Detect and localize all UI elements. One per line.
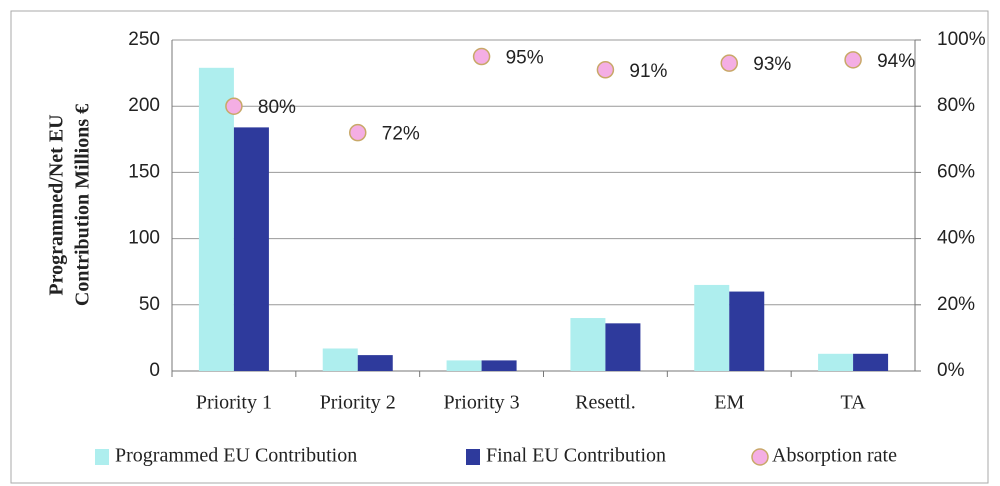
bar xyxy=(818,353,854,371)
x-tick-label: EM xyxy=(714,392,744,414)
x-tick-label: Priority 2 xyxy=(320,392,396,414)
bar xyxy=(233,127,269,371)
absorption-dot xyxy=(349,123,367,142)
chart-frame xyxy=(10,10,989,484)
data-label: 95% xyxy=(506,48,544,69)
x-tick-label: Priority 3 xyxy=(444,392,520,414)
legend-label: Programmed EU Contribution xyxy=(115,445,357,467)
legend-label: Absorption rate xyxy=(772,445,897,467)
absorption-dot xyxy=(844,51,862,69)
bar xyxy=(570,318,606,371)
y-tick-label: 100 xyxy=(128,228,160,249)
bar xyxy=(605,323,641,371)
y2-tick-label: 40% xyxy=(937,228,975,249)
legend-marker xyxy=(751,448,769,466)
data-label: 80% xyxy=(258,97,296,118)
data-label: 91% xyxy=(629,61,667,82)
absorption-dot xyxy=(225,97,243,115)
bar xyxy=(481,360,517,371)
y2-tick-label: 20% xyxy=(937,294,975,315)
bar xyxy=(357,355,393,371)
y-tick-label: 200 xyxy=(128,95,160,116)
absorption-dot xyxy=(596,61,615,79)
bar xyxy=(853,353,889,371)
y-axis-title-line-1: Programmed/Net EU xyxy=(46,114,68,295)
legend-marker xyxy=(95,449,109,465)
data-label: 93% xyxy=(753,54,791,75)
y-tick-label: 0 xyxy=(149,360,160,381)
data-label: 94% xyxy=(877,51,915,72)
bar xyxy=(322,348,358,371)
absorption-dot xyxy=(472,47,491,66)
bar xyxy=(729,291,765,371)
y-tick-label: 50 xyxy=(139,294,160,315)
bar xyxy=(198,67,234,371)
y-tick-label: 250 xyxy=(128,29,160,50)
y-tick-label: 150 xyxy=(128,161,160,182)
legend-label: Final EU Contribution xyxy=(486,445,666,467)
y2-tick-label: 0% xyxy=(937,360,965,381)
bar xyxy=(446,360,482,371)
y2-tick-label: 60% xyxy=(937,161,975,182)
bar xyxy=(694,284,730,371)
x-tick-label: Resettl. xyxy=(575,392,636,414)
data-label: 72% xyxy=(382,124,420,145)
legend-marker xyxy=(466,449,480,465)
absorption-dot xyxy=(720,54,738,72)
x-tick-label: Priority 1 xyxy=(196,392,272,414)
x-tick-label: TA xyxy=(841,392,867,414)
y2-tick-label: 100% xyxy=(937,29,986,50)
y-axis-title-line-2: Contribution Millions € xyxy=(72,104,94,306)
y2-tick-label: 80% xyxy=(937,95,975,116)
